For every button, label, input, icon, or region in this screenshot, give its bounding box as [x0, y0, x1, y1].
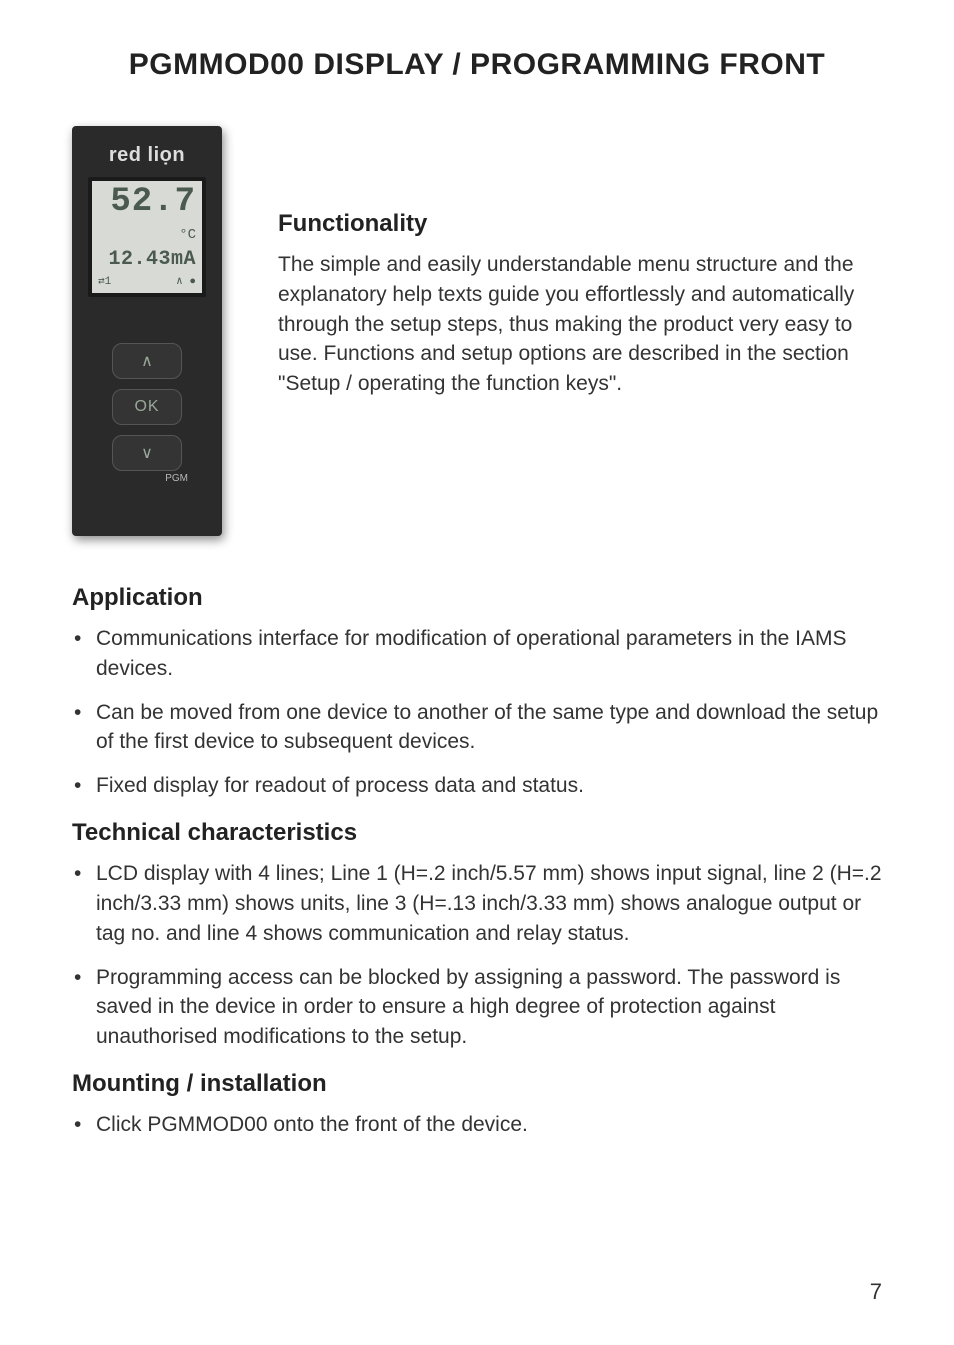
functionality-heading: Functionality — [278, 210, 882, 238]
ok-button[interactable]: OK — [112, 389, 182, 425]
screen-line-2: °C — [98, 228, 196, 243]
functionality-text: The simple and easily understandable men… — [278, 250, 882, 399]
list-item: Programming access can be blocked by ass… — [72, 963, 882, 1052]
device-brand: red liọn — [109, 144, 185, 167]
functionality-section: Functionality The simple and easily unde… — [278, 126, 882, 399]
screen-line-4-right: ∧ ● — [176, 277, 196, 289]
screen-line-1: 52.7 — [98, 185, 196, 221]
device-keypad: ∧ OK ∨ — [112, 343, 182, 471]
list-item: Fixed display for readout of process dat… — [72, 771, 882, 801]
list-item: Can be moved from one device to another … — [72, 698, 882, 758]
up-button[interactable]: ∧ — [112, 343, 182, 379]
intro-row: red liọn 52.7 °C 12.43mA ⇄1 ∧ ● ∧ OK ∨ P… — [72, 126, 882, 536]
list-item: LCD display with 4 lines; Line 1 (H=.2 i… — [72, 859, 882, 948]
mounting-section: Mounting / installation Click PGMMOD00 o… — [72, 1070, 882, 1140]
technical-heading: Technical characteristics — [72, 819, 882, 847]
device-screen: 52.7 °C 12.43mA ⇄1 ∧ ● — [88, 177, 206, 297]
mounting-heading: Mounting / installation — [72, 1070, 882, 1098]
screen-line-4-left: ⇄1 — [98, 277, 111, 289]
device-mock: red liọn 52.7 °C 12.43mA ⇄1 ∧ ● ∧ OK ∨ P… — [72, 126, 222, 536]
technical-section: Technical characteristics LCD display wi… — [72, 819, 882, 1052]
application-list: Communications interface for modificatio… — [72, 624, 882, 801]
down-button[interactable]: ∨ — [112, 435, 182, 471]
technical-list: LCD display with 4 lines; Line 1 (H=.2 i… — [72, 859, 882, 1052]
application-heading: Application — [72, 584, 882, 612]
device-image-container: red liọn 52.7 °C 12.43mA ⇄1 ∧ ● ∧ OK ∨ P… — [72, 126, 242, 536]
mounting-list: Click PGMMOD00 onto the front of the dev… — [72, 1110, 882, 1140]
page-number: 7 — [870, 1279, 882, 1305]
page-title: PGMMOD00 DISPLAY / PROGRAMMING FRONT — [72, 48, 882, 82]
screen-line-4: ⇄1 ∧ ● — [98, 277, 196, 289]
list-item: Communications interface for modificatio… — [72, 624, 882, 684]
application-section: Application Communications interface for… — [72, 584, 882, 801]
screen-line-3: 12.43mA — [98, 249, 196, 270]
pgm-label: PGM — [165, 473, 188, 484]
list-item: Click PGMMOD00 onto the front of the dev… — [72, 1110, 882, 1140]
